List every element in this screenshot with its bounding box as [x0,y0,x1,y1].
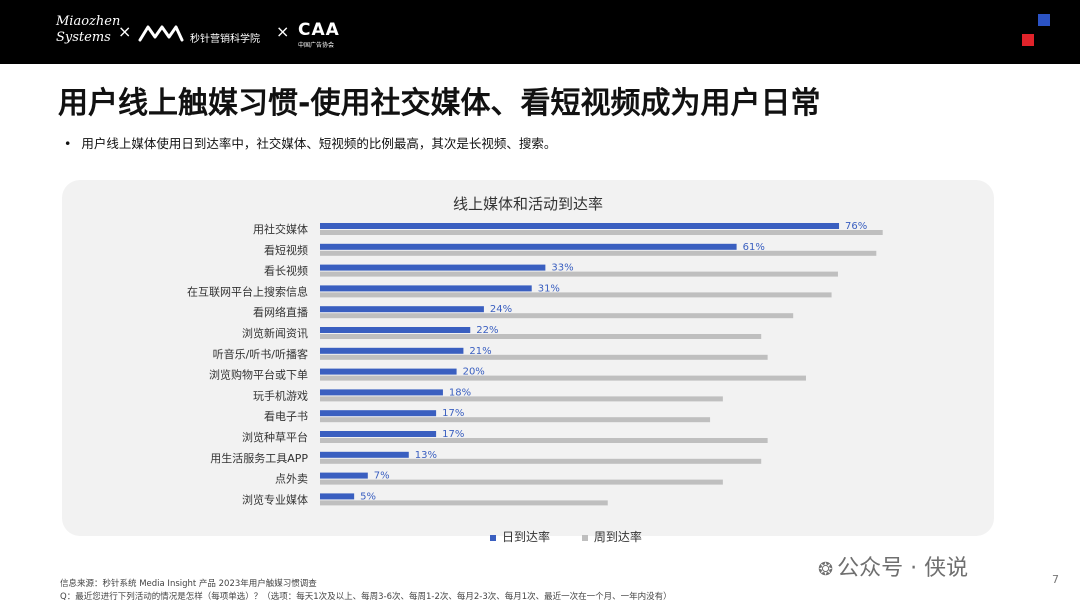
bar-daily [320,431,437,437]
mz-logo-icon [138,25,184,42]
bar-daily [320,347,464,354]
data-label-daily: 13% [415,450,437,461]
header-bar: Miaozhen Systems × 秒针营销科学院 × CAA 中国广告协会 [0,0,1080,64]
legend-swatch-daily [490,534,496,541]
bar-weekly [320,396,723,402]
chart-legend: 日到达率 周到达率 [490,528,670,545]
category-label: 在互联网平台上搜索信息 [187,284,308,298]
data-label-daily: 7% [374,471,390,482]
bar-daily [320,243,737,250]
category-label: 用生活服务工具APP [210,451,308,465]
question-note: Q：最近您进行下列活动的情况是怎样（每项单选）？（选项：每天1次及以上、每周3-… [60,592,672,602]
cross-separator: × [118,22,132,41]
bar-weekly [320,334,762,339]
bar-weekly [320,354,768,360]
bar-weekly [320,458,762,464]
bullet-text: 用户线上媒体使用日到达率中，社交媒体、短视频的比例最高，其次是长视频、搜索。 [81,136,557,151]
legend-label-daily: 日到达率 [502,530,551,544]
category-label: 点外卖 [275,473,308,486]
bar-daily [320,264,546,271]
bar-daily [320,306,484,313]
bullet-dot: • [64,136,72,151]
category-label: 玩手机游戏 [253,388,308,402]
bar-weekly [320,479,723,485]
source-note: 信息来源：秒针系统 Media Insight 产品 2023年用户触媒习惯调查 [60,579,317,589]
bar-weekly [320,313,794,319]
data-label-daily: 5% [360,491,376,502]
legend-item-daily: 日到达率 [490,530,550,544]
bar-weekly [320,250,877,256]
data-label-daily: 31% [538,283,560,294]
wechat-logo-icon: ❂ [818,559,834,580]
legend-label-weekly: 周到达率 [593,530,642,544]
cross-separator: × [276,22,290,41]
bar-daily [320,493,355,500]
bar-weekly [320,417,711,423]
caa-logo: CAA [298,20,340,40]
category-label: 用社交媒体 [253,222,308,236]
bar-daily [320,472,368,479]
bar-weekly [320,375,806,381]
data-label-daily: 21% [469,346,491,357]
bar-weekly [320,500,608,506]
legend-item-weekly: 周到达率 [581,530,642,544]
data-label-daily: 17% [442,408,464,419]
category-label: 浏览种草平台 [242,430,308,444]
category-label: 看电子书 [264,409,308,423]
data-label-daily: 18% [449,387,471,398]
bar-daily [320,389,443,396]
data-label-daily: 22% [476,325,498,336]
category-label: 看短视频 [264,243,308,257]
bar-daily [320,451,409,458]
data-label-daily: 17% [442,429,464,440]
bar-weekly [320,230,883,235]
bullet-point: • 用户线上媒体使用日到达率中，社交媒体、短视频的比例最高，其次是长视频、搜索。 [64,133,556,152]
category-label: 看长视频 [264,264,308,278]
watermark: ❂ 公众号 · 侠说 [818,550,968,582]
page-number: 7 [1052,573,1059,586]
bar-chart: 用社交媒体 76% 看短视频 61% 看长视频 33% 在互联网平台上搜索信息 31% 看网络直… [187,221,883,506]
bar-weekly [320,438,768,443]
accent-square-red [1022,34,1034,46]
watermark-text: 公众号 · 侠说 [837,556,969,581]
data-label-daily: 24% [490,304,512,315]
bar-daily [320,327,471,333]
page-title: 用户线上触媒习惯-使用社交媒体、看短视频成为用户日常 [58,86,821,121]
bar-weekly [320,292,832,298]
bar-daily [320,368,457,375]
chart-title: 线上媒体和活动到达率 [452,195,603,213]
data-label-daily: 61% [743,242,765,253]
miaozhen-logo: Miaozhen Systems [56,14,121,45]
data-label-daily: 76% [845,221,867,232]
category-label: 浏览购物平台或下单 [209,368,308,382]
category-label: 看网络直播 [253,305,308,319]
bar-daily [320,223,840,229]
bar-daily [320,285,532,292]
school-name: 秒针营销科学院 [190,34,260,45]
bar-weekly [320,271,838,277]
category-label: 听音乐/听书/听播客 [213,347,308,361]
category-label: 浏览新闻资讯 [242,326,308,340]
legend-swatch-weekly [581,534,588,541]
caa-subtitle: 中国广告协会 [298,42,335,49]
category-label: 浏览专业媒体 [242,492,308,506]
bar-daily [320,410,437,417]
data-label-daily: 20% [463,367,485,378]
data-label-daily: 33% [551,263,573,274]
accent-square-blue [1038,14,1050,26]
